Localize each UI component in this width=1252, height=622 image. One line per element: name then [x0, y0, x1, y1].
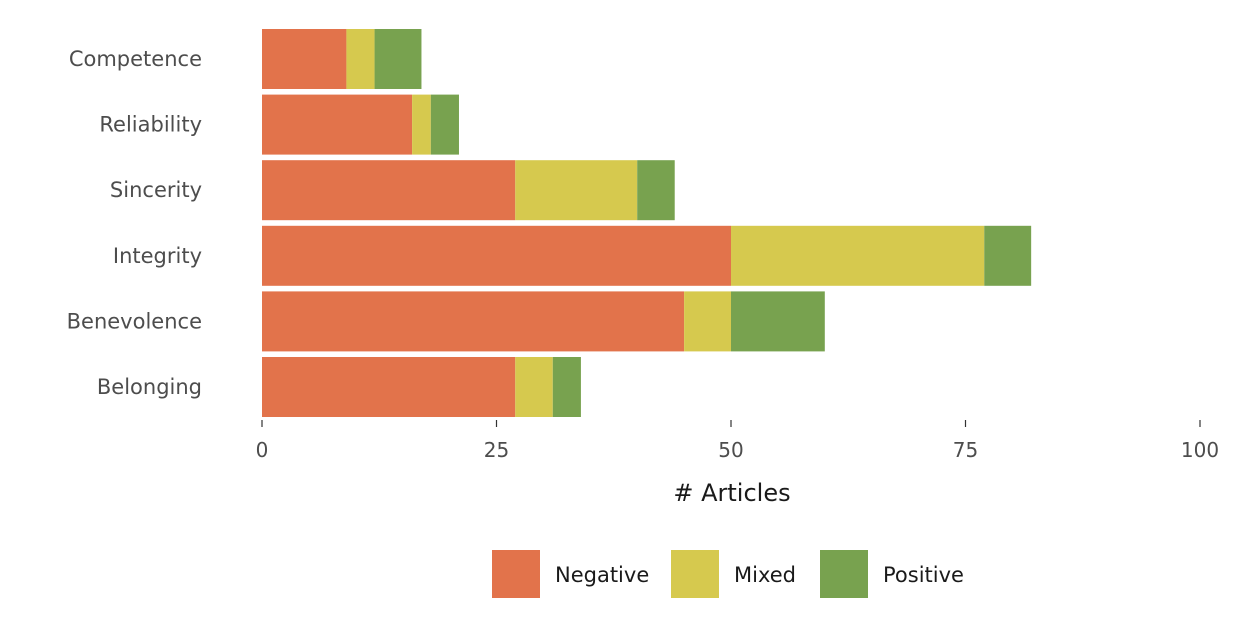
legend-key-positive — [820, 550, 868, 598]
category-label-competence: Competence — [69, 47, 202, 71]
bar-reliability-mixed — [412, 94, 431, 155]
legend-key-mixed — [671, 550, 719, 598]
category-label-reliability: Reliability — [99, 113, 202, 137]
bar-integrity-positive — [984, 225, 1032, 286]
bar-reliability-positive — [430, 94, 459, 155]
bar-benevolence-negative — [262, 291, 685, 352]
legend-label-positive: Positive — [883, 563, 964, 587]
bar-belonging-positive — [552, 357, 581, 417]
legend: Negative Mixed Positive — [492, 550, 964, 598]
legend-label-negative: Negative — [555, 563, 649, 587]
category-label-benevolence: Benevolence — [67, 309, 202, 333]
bar-belonging-negative — [262, 357, 516, 417]
bar-belonging-mixed — [515, 357, 553, 417]
bar-reliability-negative — [262, 94, 413, 155]
legend-key-negative — [492, 550, 540, 598]
x-tick-label-50: 50 — [718, 438, 743, 462]
bar-integrity-negative — [262, 225, 731, 286]
legend-label-mixed: Mixed — [734, 563, 796, 587]
bar-competence-positive — [374, 29, 422, 89]
bar-sincerity-positive — [637, 160, 675, 221]
category-labels: Competence Reliability Sincerity Integrity B… — [67, 47, 202, 399]
bar-competence-mixed — [346, 29, 375, 89]
category-label-sincerity: Sincerity — [110, 178, 202, 202]
x-tick-label-75: 75 — [953, 438, 978, 462]
x-tick-label-100: 100 — [1181, 438, 1219, 462]
x-tick-label-0: 0 — [256, 438, 269, 462]
bar-sincerity-negative — [262, 160, 516, 221]
bar-benevolence-mixed — [684, 291, 731, 352]
category-label-belonging: Belonging — [97, 375, 202, 399]
bar-integrity-mixed — [731, 225, 985, 286]
x-axis: 0 25 50 75 100 — [256, 420, 1219, 462]
category-label-integrity: Integrity — [113, 244, 202, 268]
x-axis-title: # Articles — [673, 479, 790, 507]
x-tick-label-25: 25 — [484, 438, 509, 462]
bar-competence-negative — [262, 29, 347, 89]
bar-benevolence-positive — [731, 291, 825, 352]
bar-sincerity-mixed — [515, 160, 638, 221]
bars-group — [262, 29, 1032, 417]
